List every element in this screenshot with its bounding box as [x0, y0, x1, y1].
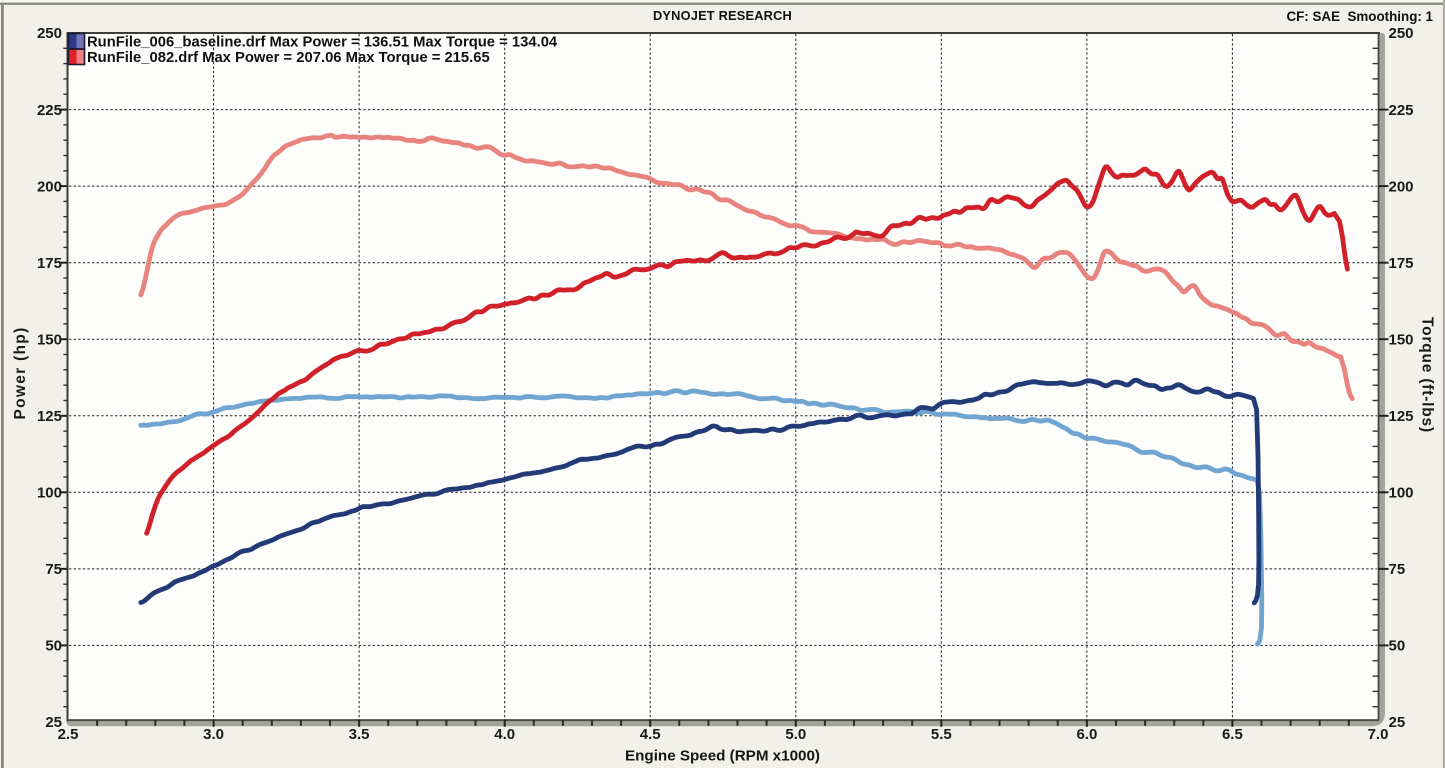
svg-text:3.5: 3.5 — [349, 726, 370, 743]
svg-text:50: 50 — [1389, 638, 1406, 655]
svg-text:4.5: 4.5 — [640, 726, 661, 743]
svg-text:5.5: 5.5 — [931, 726, 952, 743]
svg-text:2.5: 2.5 — [58, 726, 79, 743]
svg-text:25: 25 — [1389, 714, 1406, 731]
svg-text:175: 175 — [37, 255, 62, 272]
svg-text:3.0: 3.0 — [203, 726, 224, 743]
svg-text:75: 75 — [45, 561, 62, 578]
svg-text:RunFile_006_baseline.drf Max P: RunFile_006_baseline.drf Max Power = 136… — [87, 35, 558, 51]
svg-text:225: 225 — [1389, 102, 1414, 119]
svg-text:225: 225 — [37, 102, 62, 119]
svg-text:7.0: 7.0 — [1368, 726, 1389, 743]
svg-text:250: 250 — [37, 25, 62, 42]
svg-text:125: 125 — [1389, 408, 1414, 425]
svg-text:150: 150 — [1389, 331, 1414, 348]
svg-text:125: 125 — [37, 408, 62, 425]
svg-text:150: 150 — [37, 331, 62, 348]
svg-text:6.0: 6.0 — [1076, 726, 1097, 743]
svg-text:200: 200 — [1389, 178, 1414, 195]
svg-text:DYNOJET RESEARCH: DYNOJET RESEARCH — [653, 8, 792, 23]
svg-text:100: 100 — [37, 485, 62, 502]
svg-text:175: 175 — [1389, 255, 1414, 272]
svg-text:Torque (ft-lbs): Torque (ft-lbs) — [1419, 317, 1436, 433]
svg-text:6.5: 6.5 — [1222, 726, 1243, 743]
svg-text:200: 200 — [37, 178, 62, 195]
svg-text:100: 100 — [1389, 485, 1414, 502]
svg-text:250: 250 — [1389, 25, 1414, 42]
svg-text:5.0: 5.0 — [785, 726, 806, 743]
svg-text:4.0: 4.0 — [494, 726, 515, 743]
svg-text:Power (hp): Power (hp) — [12, 326, 29, 419]
svg-text:RunFile_082.drf Max Power = 20: RunFile_082.drf Max Power = 207.06 Max T… — [87, 50, 490, 66]
svg-text:CF: SAE Smoothing: 1: CF: SAE Smoothing: 1 — [1286, 9, 1433, 24]
svg-text:50: 50 — [45, 638, 62, 655]
svg-text:Engine Speed (RPM x1000): Engine Speed (RPM x1000) — [625, 748, 820, 765]
svg-text:75: 75 — [1389, 561, 1406, 578]
svg-text:25: 25 — [45, 714, 62, 731]
